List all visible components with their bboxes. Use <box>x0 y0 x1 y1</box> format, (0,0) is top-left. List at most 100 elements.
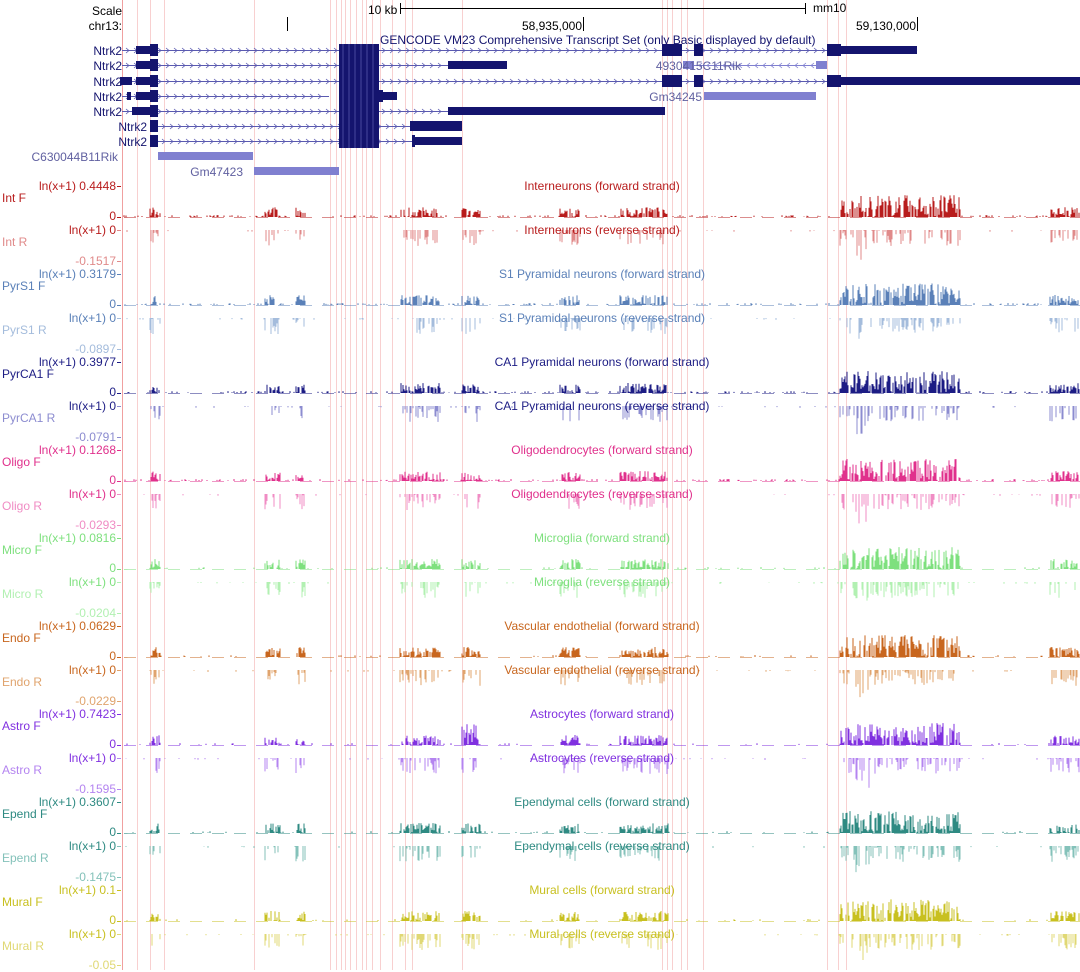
transcript-label[interactable]: Ntrk2 <box>118 135 147 149</box>
strand-arrow <box>557 47 562 54</box>
track-scale-max: ln(x+1) 0.1 <box>59 883 116 897</box>
strand-arrow <box>217 138 222 145</box>
track-title[interactable]: CA1 Pyramidal neurons (reverse strand) <box>494 399 710 413</box>
track-label[interactable]: Mural R <box>2 939 45 953</box>
track-title[interactable]: Microglia (reverse strand) <box>533 575 671 589</box>
gene-label[interactable]: Gm47423 <box>190 165 243 179</box>
track-label[interactable]: Astro F <box>2 719 41 733</box>
track-label[interactable]: Oligo F <box>2 455 41 469</box>
track-title[interactable]: Ependymal cells (reverse strand) <box>514 839 690 853</box>
transcript-label[interactable]: Ntrk2 <box>93 105 122 119</box>
track-label[interactable]: Astro R <box>2 763 43 777</box>
strand-arrow <box>397 78 402 85</box>
track-title[interactable]: Interneurons (forward strand) <box>524 179 680 193</box>
strand-arrow <box>277 78 282 85</box>
track-label[interactable]: PyrCA1 F <box>2 367 55 381</box>
track-label[interactable]: PyrCA1 R <box>2 411 56 425</box>
track-title[interactable]: Vascular endothelial (reverse strand) <box>504 663 700 677</box>
strand-arrow <box>493 47 498 54</box>
strand-arrow <box>786 62 791 69</box>
strand-arrow <box>177 138 182 145</box>
track-scale-max: ln(x+1) 0.4448 <box>39 179 116 193</box>
strand-arrow <box>589 78 594 85</box>
strand-arrow <box>257 138 262 145</box>
strand-arrow <box>181 108 186 115</box>
track-title[interactable]: Mural cells (reverse strand) <box>529 927 675 941</box>
strand-arrow <box>437 78 442 85</box>
track-label[interactable]: Mural F <box>2 895 43 909</box>
track-label[interactable]: Endo F <box>2 631 41 645</box>
track-title[interactable]: Mural cells (forward strand) <box>529 883 675 897</box>
reverse-signal <box>125 846 1079 873</box>
strand-arrow <box>201 138 206 145</box>
transcript-label[interactable]: Ntrk2 <box>93 44 122 58</box>
strand-arrow <box>613 47 618 54</box>
track-scale-max: ln(x+1) 0.3977 <box>39 355 116 369</box>
strand-arrow <box>213 62 218 69</box>
strand-arrow <box>393 123 398 130</box>
gene-label[interactable]: Gm34245 <box>649 90 702 104</box>
strand-arrow <box>249 123 254 130</box>
scale-prefix: ln(x+1) <box>68 927 106 941</box>
track-title[interactable]: Oligodendrocytes (forward strand) <box>511 443 693 457</box>
track-scale-max: ln(x+1) 0 <box>69 399 116 413</box>
exon-block <box>136 61 150 69</box>
strand-arrow <box>573 78 578 85</box>
strand-arrow <box>161 138 166 145</box>
strand-arrow <box>698 62 703 69</box>
track-zero-label: 0 <box>109 473 116 487</box>
strand-arrow <box>193 123 198 130</box>
strand-arrow <box>333 47 338 54</box>
track-label[interactable]: Oligo R <box>2 499 43 513</box>
strand-arrow <box>213 108 218 115</box>
track-title[interactable]: Oligodendrocytes (reverse strand) <box>511 487 693 501</box>
strand-arrow <box>429 78 434 85</box>
scale-prefix: ln(x+1) <box>68 751 106 765</box>
strand-arrow <box>405 108 410 115</box>
transcript-label[interactable]: Ntrk2 <box>93 75 122 89</box>
gene-label[interactable]: 4930415C11Rik <box>655 59 741 73</box>
strand-arrow <box>205 78 210 85</box>
exon-block <box>662 44 682 56</box>
track-label[interactable]: Int R <box>2 235 28 249</box>
gene-track[interactable] <box>0 0 1080 180</box>
gene-label[interactable]: C630044B11Rik <box>31 150 118 164</box>
exon-block <box>704 92 816 100</box>
track-label[interactable]: Micro R <box>2 587 44 601</box>
reverse-signal <box>143 494 1080 524</box>
strand-arrow <box>189 93 194 100</box>
track-label[interactable]: Int F <box>2 191 27 205</box>
strand-arrow <box>277 93 282 100</box>
strand-arrow <box>165 78 170 85</box>
transcript-label[interactable]: Ntrk2 <box>93 90 122 104</box>
track-title[interactable]: CA1 Pyramidal neurons (forward strand) <box>494 355 710 369</box>
track-title[interactable]: Astrocytes (reverse strand) <box>529 751 675 765</box>
strand-arrow <box>233 123 238 130</box>
track-title[interactable]: Ependymal cells (forward strand) <box>514 795 690 809</box>
track-label[interactable]: PyrS1 R <box>2 323 47 337</box>
strand-arrow <box>237 62 242 69</box>
track-title[interactable]: S1 Pyramidal neurons (reverse strand) <box>498 311 706 325</box>
track-label[interactable]: Micro F <box>2 543 42 557</box>
strand-arrow <box>293 62 298 69</box>
gene-track-title[interactable]: GENCODE VM23 Comprehensive Transcript Se… <box>380 33 816 47</box>
strand-arrow <box>385 123 390 130</box>
strand-arrow <box>645 47 650 54</box>
strand-arrow <box>413 78 418 85</box>
track-label[interactable]: Endo R <box>2 675 43 689</box>
scale-zero-value: 0 <box>109 575 116 589</box>
track-title[interactable]: Vascular endothelial (forward strand) <box>504 619 700 633</box>
chrom-label: chr13: <box>88 19 122 33</box>
track-title[interactable]: Microglia (forward strand) <box>533 531 671 545</box>
track-zero-label: 0 <box>109 913 116 927</box>
track-label[interactable]: Epend F <box>2 807 48 821</box>
track-title[interactable]: S1 Pyramidal neurons (forward strand) <box>498 267 706 281</box>
track-label[interactable]: Epend R <box>2 851 49 865</box>
track-title[interactable]: Astrocytes (forward strand) <box>529 707 675 721</box>
track-label[interactable]: PyrS1 F <box>2 279 46 293</box>
track-title[interactable]: Interneurons (reverse strand) <box>524 223 680 237</box>
transcript-label[interactable]: Ntrk2 <box>93 59 122 73</box>
track-scale-max: ln(x+1) 0 <box>69 487 116 501</box>
transcript-label[interactable]: Ntrk2 <box>118 120 147 134</box>
strand-arrow <box>429 62 434 69</box>
